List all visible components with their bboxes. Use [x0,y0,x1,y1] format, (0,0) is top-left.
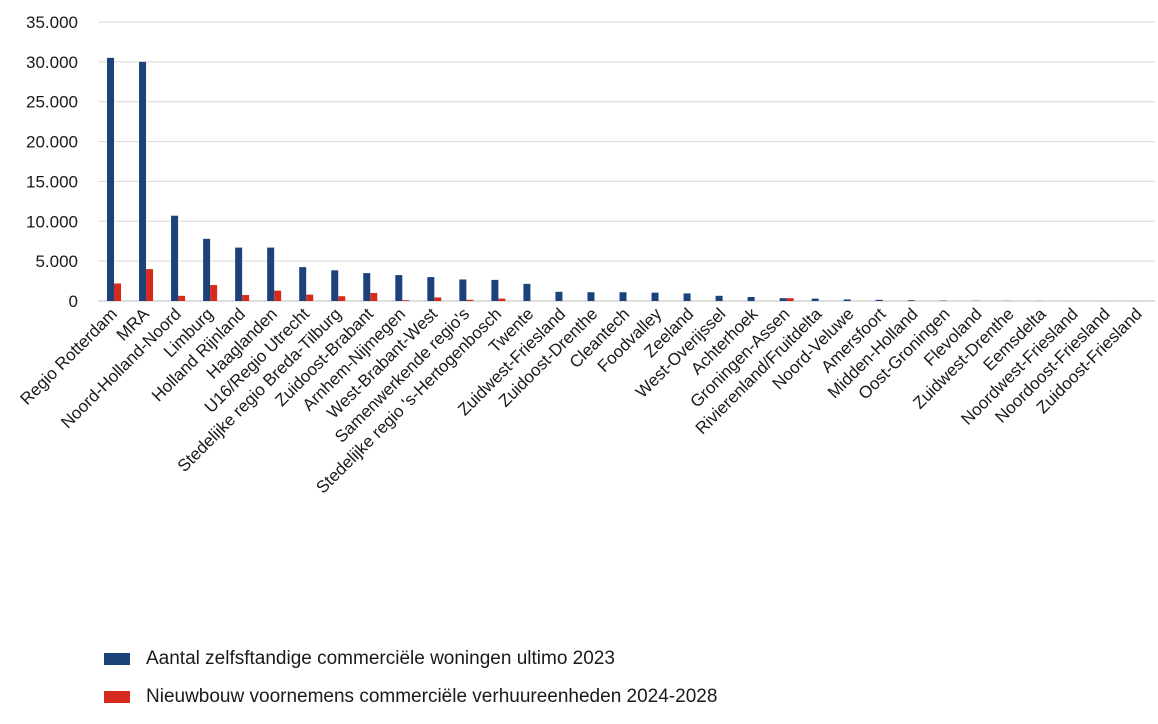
y-tick-label: 10.000 [26,212,78,231]
legend-label-series-1: Aantal zelfsftandige commerciële woninge… [146,648,615,670]
bar-series-1 [523,284,530,301]
bar-series-2 [114,283,121,301]
bar-series-1 [459,279,466,301]
bar-series-1 [812,299,819,301]
y-tick-label: 35.000 [26,13,78,32]
y-tick-label: 30.000 [26,53,78,72]
bar-series-1 [139,62,146,301]
bar-series-2 [178,296,185,301]
bar-series-1 [620,292,627,301]
gridlines [98,22,1155,301]
y-tick-label: 20.000 [26,133,78,152]
bar-series-1 [427,277,434,301]
y-tick-label: 0 [69,292,78,311]
bar-series-1 [267,248,274,301]
bar-series-1 [331,270,338,301]
bar-series-1 [363,273,370,301]
bar-series-2 [787,298,794,301]
bar-series-2 [370,293,377,301]
bars [107,58,1139,301]
bar-series-2 [306,295,313,301]
bar-series-2 [274,291,281,301]
bar-series-1 [555,292,562,301]
bar-series-1 [299,267,306,301]
bar-series-1 [876,300,883,301]
bar-series-2 [434,297,441,301]
bar-series-2 [210,285,217,301]
bar-series-1 [171,216,178,301]
y-axis-ticks: 0 5.000 10.000 15.000 20.000 25.000 30.000 35.0… [26,13,78,311]
bar-series-1 [844,299,851,301]
legend-item-series-2: Nieuwbouw voornemens commerciële verhuur… [104,686,717,708]
bar-series-1 [780,298,787,301]
bar-series-1 [748,297,755,301]
y-tick-label: 25.000 [26,93,78,112]
legend: Aantal zelfsftandige commerciële woninge… [104,648,717,724]
bar-series-1 [684,293,691,301]
legend-swatch-series-1 [104,653,130,665]
bar-series-1 [395,275,402,301]
legend-label-series-2: Nieuwbouw voornemens commerciële verhuur… [146,686,717,708]
y-tick-label: 5.000 [35,252,78,271]
legend-swatch-series-2 [104,691,130,703]
bar-series-2 [466,300,473,301]
bar-series-2 [146,269,153,301]
bar-series-1 [908,300,915,301]
bar-series-2 [338,296,345,301]
bar-series-1 [203,239,210,301]
bar-series-2 [242,295,249,301]
bar-series-1 [235,248,242,301]
legend-item-series-1: Aantal zelfsftandige commerciële woninge… [104,648,717,670]
bar-series-1 [491,280,498,301]
bar-series-2 [402,300,409,301]
bar-series-1 [107,58,114,301]
bar-series-1 [716,296,723,301]
y-tick-label: 15.000 [26,172,78,191]
bar-series-1 [587,292,594,301]
bar-series-1 [652,293,659,301]
bar-series-2 [498,299,505,301]
x-axis-labels: Regio RotterdamMRANoord-Holland-NoordLim… [17,304,1146,497]
